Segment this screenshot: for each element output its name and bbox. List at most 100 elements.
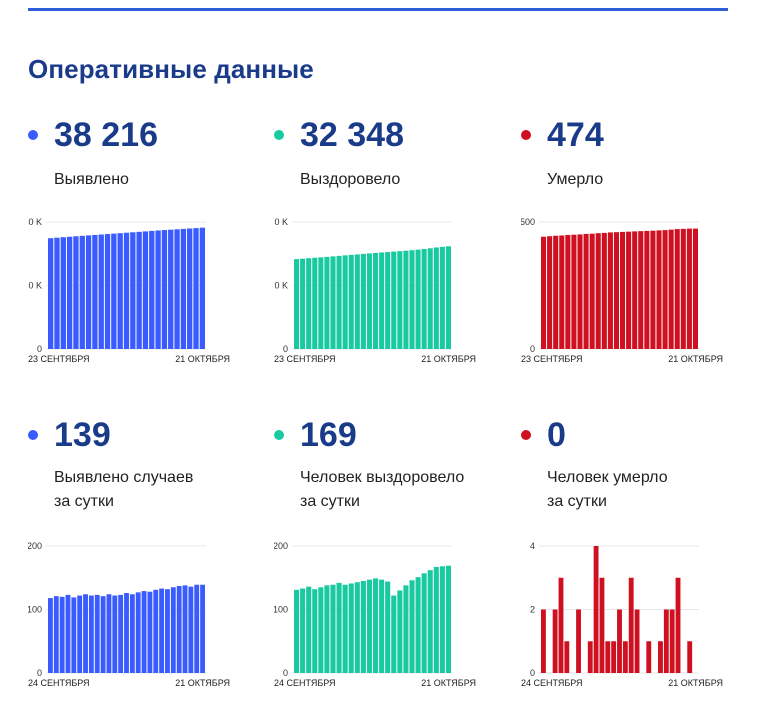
y-tick-label: 20 K — [28, 281, 42, 291]
top-accent-bar — [28, 8, 728, 11]
bar — [188, 586, 194, 673]
y-tick-label: 100 — [274, 605, 288, 615]
bar — [687, 641, 693, 673]
bar — [117, 233, 123, 349]
bar — [379, 252, 385, 349]
bar — [165, 589, 170, 673]
stat-value: 38 216 — [54, 116, 158, 154]
bar — [180, 228, 187, 349]
card-detected-total: 38 216 Выявлено 0 20 K 40 K 23 СЕНТЯБРЯ 21 О… — [28, 118, 268, 418]
bar — [541, 236, 547, 349]
y-tick-label: 0 — [283, 668, 288, 678]
bar — [427, 570, 433, 673]
bar — [403, 250, 409, 349]
bar — [142, 231, 149, 349]
y-tick-label: 500 — [521, 217, 535, 227]
bar — [385, 252, 391, 349]
y-tick-label: 0 — [37, 668, 42, 678]
bar-chart: 0 2 4 24 СЕНТЯБРЯ 21 ОКТЯБРЯ — [521, 541, 723, 688]
bar — [124, 592, 129, 673]
bar — [77, 595, 83, 673]
bar — [330, 584, 336, 673]
x-start-label: 23 СЕНТЯБРЯ — [521, 354, 583, 364]
bar — [669, 609, 675, 673]
bar — [336, 255, 342, 349]
bar — [558, 577, 564, 673]
stat-label: Человек выздоровело — [300, 469, 465, 486]
bar — [141, 591, 147, 673]
x-start-label: 23 СЕНТЯБРЯ — [28, 354, 90, 364]
card-deaths-daily: 0 Человек умерло за сутки 0 2 4 24 СЕНТЯБРЯ… — [521, 418, 757, 718]
bar — [599, 577, 605, 673]
bar — [553, 235, 559, 349]
bar — [294, 259, 300, 349]
bar — [385, 581, 391, 673]
stat-label: Умерло — [547, 171, 604, 188]
bar — [576, 609, 581, 673]
bar — [611, 641, 617, 673]
bar — [306, 258, 312, 349]
bar — [391, 251, 397, 349]
blue-dot-icon — [28, 130, 38, 140]
bar — [686, 228, 692, 349]
bar — [656, 230, 662, 349]
red-dot-icon — [521, 130, 531, 140]
bar — [421, 573, 427, 673]
bar-chart: 0 20 K 40 K 23 СЕНТЯБРЯ 21 ОКТЯБРЯ — [28, 217, 230, 364]
bar — [193, 228, 199, 349]
y-tick-label: 4 — [530, 541, 535, 551]
bar — [680, 228, 686, 349]
bar-chart: 0 500 23 СЕНТЯБРЯ 21 ОКТЯБРЯ — [521, 217, 723, 364]
bar — [135, 592, 141, 673]
bar — [587, 641, 593, 673]
bar — [571, 234, 577, 349]
bar — [613, 232, 619, 349]
bar — [564, 641, 570, 673]
bar — [342, 255, 348, 349]
card-recovered-daily: 169 Человек выздоровело за сутки 0 100 200… — [274, 418, 514, 718]
card-deaths-total: 474 Умерло 0 500 23 СЕНТЯБРЯ 21 ОКТЯБРЯ — [521, 118, 757, 418]
bar — [391, 595, 397, 673]
bar — [397, 251, 403, 349]
x-end-label: 21 ОКТЯБРЯ — [175, 354, 230, 364]
bar — [373, 252, 379, 349]
blue-dot-icon — [28, 430, 38, 440]
bar — [54, 237, 60, 349]
green-dot-icon — [274, 130, 284, 140]
bar — [589, 233, 595, 349]
stat-label: Выздоровело — [300, 171, 401, 188]
x-start-label: 23 СЕНТЯБРЯ — [274, 354, 336, 364]
bar — [366, 579, 372, 673]
bar — [159, 588, 165, 673]
x-end-label: 21 ОКТЯБРЯ — [668, 354, 723, 364]
bar — [66, 236, 73, 349]
stat-label-secondary: за сутки — [300, 493, 360, 510]
bar — [547, 236, 553, 349]
bar — [595, 233, 601, 349]
green-dot-icon — [274, 430, 284, 440]
stat-value: 32 348 — [300, 116, 404, 154]
bar — [397, 590, 403, 673]
bar — [379, 579, 385, 673]
bar-chart: 0 100 200 24 СЕНТЯБРЯ 21 ОКТЯБРЯ — [274, 541, 476, 688]
stat-value: 474 — [547, 116, 604, 154]
bar — [53, 596, 59, 673]
y-tick-label: 100 — [28, 605, 42, 615]
bar — [433, 247, 439, 349]
bar — [692, 228, 698, 349]
bar — [620, 231, 626, 349]
card-detected-daily: 139 Выявлено случаев за сутки 0 100 200 24 … — [28, 418, 268, 718]
x-start-label: 24 СЕНТЯБРЯ — [274, 678, 336, 688]
bar — [577, 234, 583, 349]
x-end-label: 21 ОКТЯБРЯ — [175, 678, 230, 688]
bar — [663, 609, 669, 673]
bar — [415, 249, 421, 349]
bar — [366, 253, 372, 349]
bar — [354, 254, 360, 349]
bar — [170, 587, 176, 673]
bar — [403, 585, 409, 673]
bar — [583, 233, 589, 349]
stat-label: Выявлено — [54, 171, 129, 188]
bar — [324, 585, 330, 673]
bar — [617, 609, 622, 673]
